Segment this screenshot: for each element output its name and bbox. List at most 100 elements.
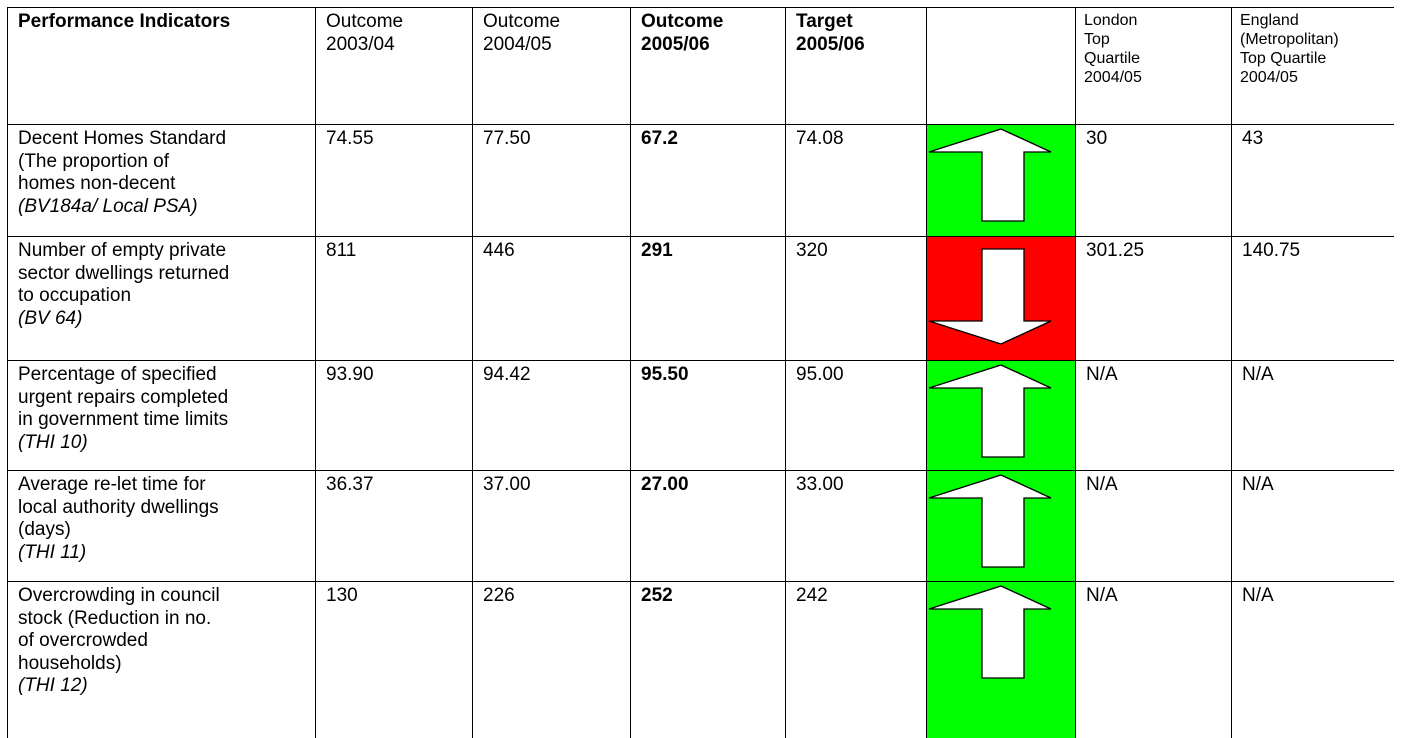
cell-text: Number of empty private <box>18 240 227 261</box>
cell-text: 242 <box>796 585 828 606</box>
cell-text: 811 <box>326 240 357 261</box>
cell-text: urgent repairs completed <box>18 386 229 408</box>
trend-arrow <box>928 585 1052 679</box>
cell-text: Decent Homes Standard <box>18 128 227 149</box>
cell-text: 43 <box>1242 128 1264 149</box>
value-cell: 291 <box>630 236 786 361</box>
cell-text: England <box>1240 12 1299 29</box>
value-cell: 74.08 <box>785 124 927 237</box>
cell-text: to occupation <box>18 285 132 306</box>
cell-text: 95.00 <box>796 364 844 385</box>
trend-arrow <box>928 128 1052 222</box>
cell-text: 30 <box>1086 128 1108 149</box>
cell-text: 2003/04 <box>326 33 395 55</box>
value-cell: 301.25 <box>1075 236 1232 361</box>
arrow-cell <box>926 470 1076 582</box>
cell-text: N/A <box>1086 585 1118 606</box>
cell-text: Outcome <box>483 11 561 32</box>
value-cell: 94.42 <box>472 360 631 471</box>
cell-text: 74.55 <box>326 128 374 149</box>
trend-arrow <box>928 474 1052 568</box>
cell-text: 93.90 <box>326 364 374 385</box>
value-cell: N/A <box>1231 470 1394 582</box>
value-cell: 37.00 <box>472 470 631 582</box>
arrow-cell <box>926 236 1076 361</box>
arrow-shape <box>928 128 1052 222</box>
cell-text: Top Quartile <box>1240 50 1327 67</box>
value-cell: 242 <box>785 581 927 738</box>
arrow-cell <box>926 360 1076 471</box>
cell-text: Quartile <box>1084 50 1141 67</box>
value-cell: N/A <box>1075 470 1232 582</box>
header-cell: Performance Indicators <box>7 7 316 125</box>
value-cell: 252 <box>630 581 786 738</box>
header-cell: Outcome 2005/06 <box>630 7 786 125</box>
cell-text: sector dwellings returned <box>18 262 230 284</box>
cell-text: (THI 12) <box>18 675 88 696</box>
header-cell: England (Metropolitan) Top Quartile 2004/05 <box>1231 7 1394 125</box>
header-cell: London Top Quartile 2004/05 <box>1075 7 1232 125</box>
arrow-shape <box>928 585 1052 679</box>
cell-text: N/A <box>1242 474 1274 495</box>
cell-text: 27.00 <box>641 474 689 495</box>
cell-text: households) <box>18 652 122 674</box>
cell-text: 77.50 <box>483 128 531 149</box>
value-cell: 811 <box>315 236 473 361</box>
cell-text: 95.50 <box>641 364 689 385</box>
cell-text: 252 <box>641 585 673 606</box>
cell-text: (The proportion of <box>18 150 170 172</box>
arrow-cell <box>926 581 1076 738</box>
header-cell: Outcome 2004/05 <box>472 7 631 125</box>
value-cell: 67.2 <box>630 124 786 237</box>
cell-text: N/A <box>1242 364 1274 385</box>
arrow-shape <box>928 474 1052 568</box>
value-cell: N/A <box>1075 581 1232 738</box>
cell-text: 74.08 <box>796 128 844 149</box>
cell-text: (BV184a/ Local PSA) <box>18 195 198 217</box>
cell-text: (BV 64) <box>18 307 83 329</box>
page: Performance Indicators Outcome 2003/04 Outc… <box>7 7 1394 738</box>
data-row: Decent Homes Standard (The proportion of h… <box>7 124 1394 237</box>
cell-text: in government time limits <box>18 409 229 430</box>
value-cell: 95.00 <box>785 360 927 471</box>
arrow-shape <box>928 248 1052 345</box>
value-cell: N/A <box>1231 581 1394 738</box>
indicator-cell: Decent Homes Standard (The proportion of h… <box>7 124 316 237</box>
value-cell: 30 <box>1075 124 1232 237</box>
cell-text: of overcrowded <box>18 630 148 651</box>
cell-text: (THI 11) <box>18 541 87 563</box>
arrow-cell <box>926 124 1076 237</box>
data-row: Percentage of specified urgent repairs co… <box>7 360 1394 471</box>
cell-text: Outcome <box>326 11 404 32</box>
value-cell: 77.50 <box>472 124 631 237</box>
cell-text: Target <box>796 11 853 32</box>
data-row: Number of empty private sector dwellings … <box>7 236 1394 361</box>
cell-text: 2004/05 <box>1084 69 1142 86</box>
blank-header-cell <box>926 7 1076 125</box>
data-row: Average re-let time for local authority d… <box>7 470 1394 582</box>
cell-text: (THI 10) <box>18 431 88 453</box>
cell-text: 2005/06 <box>641 33 710 55</box>
cell-text: 130 <box>326 585 358 606</box>
trend-arrow <box>928 248 1052 345</box>
value-cell: N/A <box>1231 360 1394 471</box>
cell-text: stock (Reduction in no. <box>18 607 212 629</box>
cell-text: 33.00 <box>796 474 844 495</box>
cell-text: Top <box>1084 31 1110 48</box>
cell-text: (days) <box>18 519 71 540</box>
value-cell: 43 <box>1231 124 1394 237</box>
cell-text: 226 <box>483 585 515 606</box>
trend-arrow <box>928 364 1052 458</box>
performance-table: Performance Indicators Outcome 2003/04 Outc… <box>7 7 1394 738</box>
cell-text: N/A <box>1086 364 1118 385</box>
cell-text: N/A <box>1242 585 1274 606</box>
value-cell: 93.90 <box>315 360 473 471</box>
indicator-cell: Percentage of specified urgent repairs co… <box>7 360 316 471</box>
cell-text: 67.2 <box>641 128 678 149</box>
cell-text: 301.25 <box>1086 240 1145 261</box>
table-body: Performance Indicators Outcome 2003/04 Outc… <box>7 7 1394 738</box>
cell-text: 140.75 <box>1242 240 1301 261</box>
value-cell: 140.75 <box>1231 236 1394 361</box>
cell-text: 2004/05 <box>483 33 552 55</box>
cell-text: homes non-decent <box>18 173 176 194</box>
